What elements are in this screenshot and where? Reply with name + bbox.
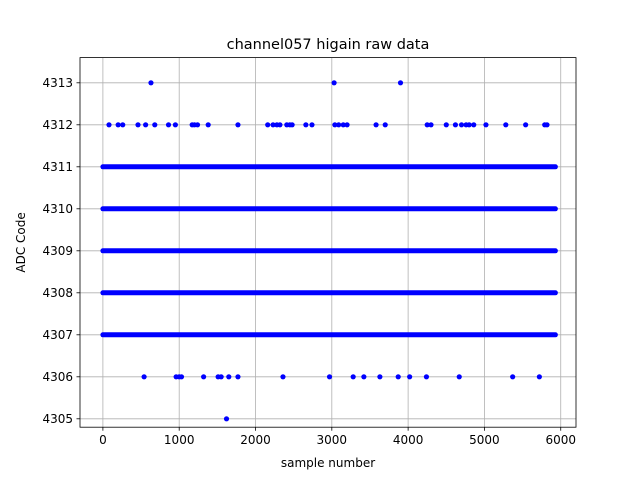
data-point (336, 122, 342, 128)
data-point (223, 416, 230, 422)
data-point (303, 122, 309, 128)
data-point (235, 122, 241, 128)
data-point (331, 80, 337, 86)
y-tick-label: 4308 (42, 286, 73, 300)
plot-frame (79, 57, 577, 428)
data-point (407, 374, 413, 380)
x-tick-label: 4000 (393, 433, 424, 447)
data-point (152, 122, 158, 128)
data-point (178, 374, 185, 380)
data-point (423, 374, 430, 380)
y-tick-label: 4305 (42, 412, 73, 426)
data-point (106, 122, 112, 128)
data-point (280, 374, 286, 380)
data-point (135, 122, 141, 128)
data-point (424, 122, 430, 128)
data-point (544, 122, 550, 128)
x-tick-label: 1000 (164, 433, 195, 447)
data-point (332, 122, 338, 128)
data-point (218, 374, 224, 380)
x-tick-label: 0 (99, 433, 107, 447)
data-point (395, 374, 401, 380)
data-point (382, 122, 388, 128)
data-point (226, 374, 232, 380)
data-point (143, 122, 149, 128)
data-point (458, 122, 465, 128)
data-point (471, 122, 477, 128)
data-point (443, 122, 449, 128)
data-point (270, 122, 276, 128)
data-point (115, 122, 121, 128)
data-point (289, 122, 295, 128)
grid-lines (80, 57, 576, 428)
x-tick-label: 5000 (469, 433, 500, 447)
y-tick-label: 4313 (42, 76, 73, 90)
y-tick-label: 4310 (42, 202, 73, 216)
data-point (326, 374, 333, 380)
x-axis-label: sample number (281, 456, 375, 470)
data-point (141, 374, 147, 380)
data-point (361, 374, 367, 380)
data-point (165, 122, 172, 128)
y-tick-label: 4306 (42, 370, 73, 384)
data-point (377, 374, 383, 380)
y-tick-label: 4311 (42, 160, 73, 174)
data-point (510, 374, 516, 380)
y-axis-ticks: 4305 4306 4307 4308 4309 4310 4311 4312 4313 (42, 76, 80, 426)
data-point (201, 374, 207, 380)
data-point (172, 122, 178, 128)
data-point (194, 122, 201, 128)
data-point (340, 122, 346, 128)
data-point (466, 122, 472, 128)
y-tick-label: 4307 (42, 328, 73, 342)
data-point (503, 122, 509, 128)
data-point (350, 374, 356, 380)
y-tick-label: 4309 (42, 244, 73, 258)
data-point (452, 122, 459, 128)
x-tick-label: 6000 (545, 433, 576, 447)
data-point (277, 122, 283, 128)
data-point (397, 80, 404, 86)
data-point (309, 122, 315, 128)
data-point (205, 122, 211, 128)
chart-title: channel057 higain raw data (227, 37, 430, 53)
data-point (120, 122, 126, 128)
data-point (344, 122, 350, 128)
x-axis-ticks: 0 1000 2000 3000 4000 5000 6000 (99, 427, 576, 447)
x-tick-label: 3000 (317, 433, 348, 447)
data-point (373, 122, 379, 128)
data-point (428, 122, 434, 128)
data-point (456, 374, 462, 380)
data-point (265, 122, 271, 128)
x-tick-label: 2000 (240, 433, 271, 447)
data-points (100, 80, 558, 422)
data-point (483, 122, 489, 128)
data-point (235, 374, 241, 380)
y-tick-label: 4312 (42, 118, 73, 132)
data-point (523, 122, 529, 128)
y-axis-label: ADC Code (14, 212, 28, 272)
data-point (536, 374, 542, 380)
data-point (148, 80, 154, 86)
